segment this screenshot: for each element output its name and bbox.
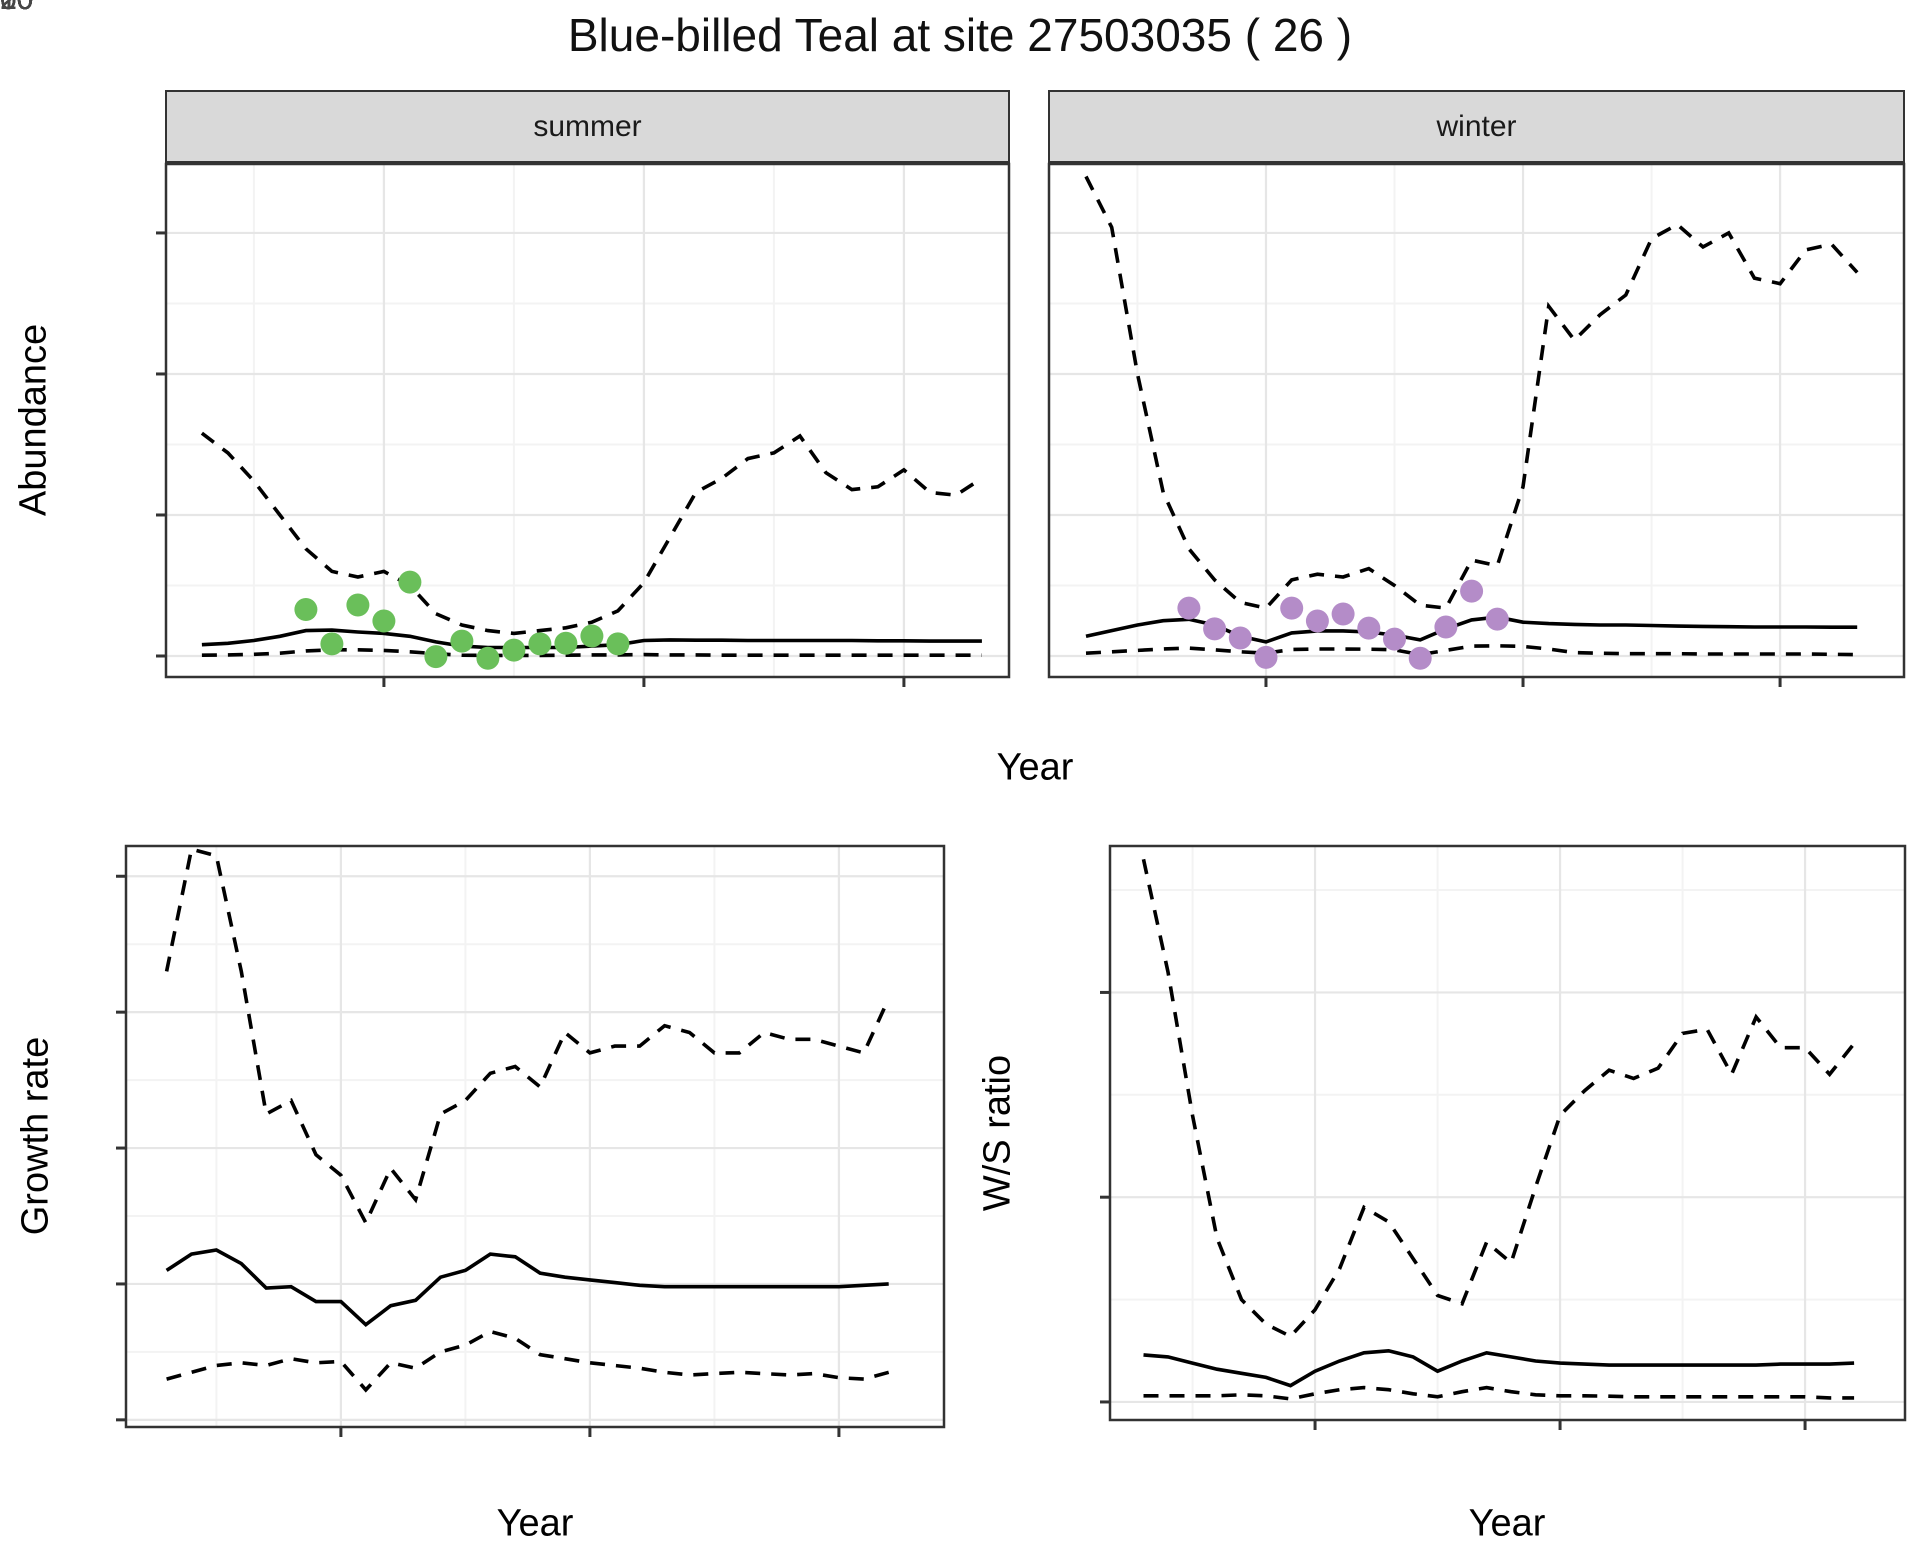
observation-point — [476, 646, 500, 670]
observation-point — [1331, 602, 1355, 626]
x-tick-label: 2020 — [0, 0, 33, 17]
observation-point — [1357, 616, 1381, 640]
observation-point — [450, 629, 474, 653]
observation-point — [1203, 617, 1227, 641]
observation-point — [580, 624, 604, 648]
observation-point — [1383, 627, 1406, 651]
lower_ci-line — [166, 1329, 890, 1393]
median-line — [1085, 615, 1858, 644]
upper_ci-line — [200, 431, 983, 636]
observation-point — [1434, 615, 1458, 639]
x-tick-label: 2010 — [0, 0, 33, 17]
observation-point — [1254, 645, 1278, 669]
observation-point — [424, 645, 448, 669]
x-tick-label: 2020 — [0, 0, 33, 17]
upper_ci-line — [1141, 858, 1856, 1339]
observation-point — [1305, 609, 1329, 633]
abundance-y-axis-title: Abundance — [12, 323, 55, 517]
observation-point — [372, 609, 396, 633]
observation-point — [528, 632, 552, 656]
upper_ci-line — [1084, 175, 1859, 611]
observation-point — [1485, 607, 1509, 631]
median-line — [1143, 1348, 1855, 1388]
observation-point — [1280, 596, 1304, 620]
panel-border — [1108, 844, 1907, 1422]
growth-rate-x-axis-title: Year — [496, 1502, 574, 1545]
facet-strip-summer: summer — [165, 90, 1010, 163]
observation-point — [554, 631, 578, 655]
panel-border — [164, 162, 1011, 679]
panel-border — [1047, 162, 1906, 679]
observation-point — [294, 598, 318, 621]
observation-point — [346, 593, 370, 617]
x-tick-label: 2000 — [0, 0, 33, 17]
x-tick-label: 2010 — [0, 0, 33, 17]
plot-title: Blue-billed Teal at site 27503035 ( 26 ) — [567, 9, 1353, 61]
observation-point — [1460, 579, 1484, 603]
x-tick-label: 2010 — [0, 0, 33, 17]
ws-ratio-x-axis-title: Year — [1468, 1502, 1546, 1545]
observation-point — [398, 570, 422, 594]
abundance-summer-panel — [156, 162, 1011, 687]
growth-rate-panel — [116, 844, 946, 1437]
x-tick-label: 2000 — [0, 0, 33, 17]
ws-ratio-y-axis-title: W/S ratio — [976, 1054, 1019, 1212]
observation-point — [1408, 646, 1432, 670]
panel-border — [124, 844, 946, 1429]
upper_ci-line — [164, 846, 891, 1227]
abundance-x-axis-title: Year — [996, 746, 1074, 789]
facet-strip-winter-label: winter — [1436, 109, 1517, 143]
observation-point — [1228, 626, 1252, 650]
x-tick-label: 2010 — [0, 0, 33, 17]
facet-strip-winter: winter — [1048, 90, 1905, 163]
x-tick-label: 2000 — [0, 0, 33, 17]
lower_ci-line — [1143, 1385, 1855, 1401]
observation-point — [606, 632, 630, 656]
x-tick-label: 2020 — [0, 0, 33, 17]
observation-point — [502, 638, 526, 662]
x-tick-label: 2000 — [0, 0, 33, 17]
abundance-winter-panel — [1047, 162, 1906, 687]
observation-point — [320, 632, 344, 656]
growth-rate-y-axis-title: Growth rate — [14, 1036, 57, 1236]
lower_ci-line — [201, 647, 982, 658]
facet-strip-summer-label: summer — [533, 109, 642, 143]
x-tick-label: 2020 — [0, 0, 33, 17]
lower_ci-line — [1085, 643, 1858, 657]
observation-point — [1177, 596, 1201, 620]
ws-ratio-panel — [1100, 844, 1907, 1430]
median-line — [165, 1248, 889, 1328]
